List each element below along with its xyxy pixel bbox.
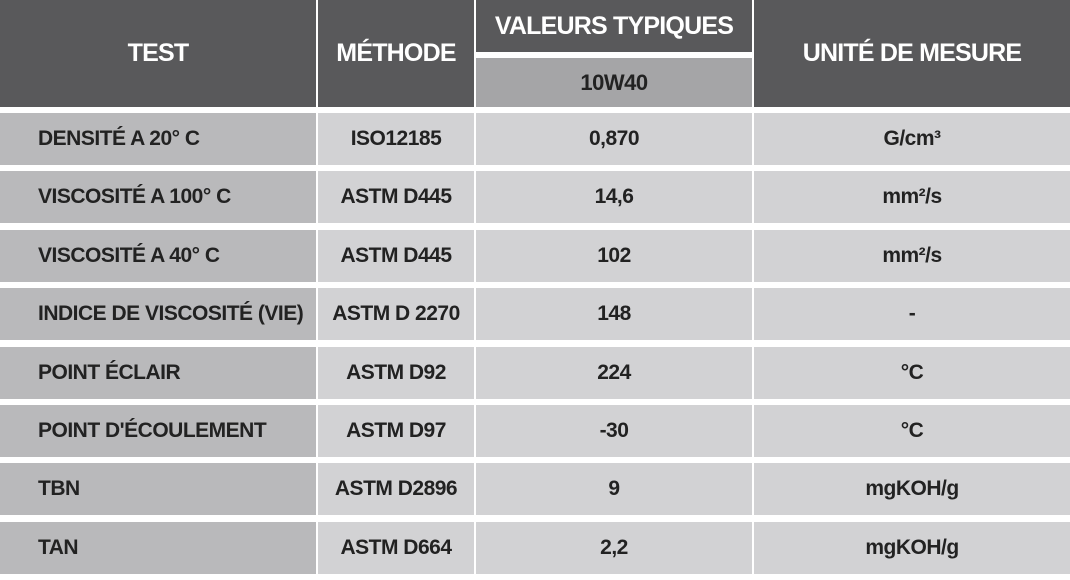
method-cell: ASTM D664 xyxy=(318,521,474,574)
value-cell: 14,6 xyxy=(476,171,752,224)
header-grade: 10W40 xyxy=(476,58,752,107)
test-cell: VISCOSITÉ A 40° C xyxy=(0,229,316,282)
value-cell: 224 xyxy=(476,346,752,399)
test-cell: TBN xyxy=(0,463,316,516)
method-cell: ASTM D445 xyxy=(318,229,474,282)
unit-cell: mgKOH/g xyxy=(754,463,1070,516)
unit-cell: G/cm³ xyxy=(754,113,1070,165)
value-cell: 2,2 xyxy=(476,521,752,574)
method-cell: ASTM D 2270 xyxy=(318,288,474,341)
value-cell: 102 xyxy=(476,229,752,282)
test-cell: DENSITÉ A 20° C xyxy=(0,113,316,165)
method-cell: ASTM D92 xyxy=(318,346,474,399)
unit-cell: mm²/s xyxy=(754,171,1070,224)
test-cell: TAN xyxy=(0,521,316,574)
header-values: VALEURS TYPIQUES xyxy=(476,0,752,52)
test-cell: POINT ÉCLAIR xyxy=(0,346,316,399)
value-cell: 0,870 xyxy=(476,113,752,165)
unit-cell: °C xyxy=(754,405,1070,457)
value-cell: -30 xyxy=(476,405,752,457)
method-cell: ASTM D2896 xyxy=(318,463,474,516)
header-method: MÉTHODE xyxy=(318,0,474,107)
unit-cell: mm²/s xyxy=(754,229,1070,282)
unit-cell: mgKOH/g xyxy=(754,521,1070,574)
header-unit: UNITÉ DE MESURE xyxy=(754,0,1070,107)
test-cell: VISCOSITÉ A 100° C xyxy=(0,171,316,224)
value-cell: 148 xyxy=(476,288,752,341)
header-test: TEST xyxy=(0,0,316,107)
method-cell: ASTM D97 xyxy=(318,405,474,457)
unit-cell: - xyxy=(754,288,1070,341)
method-cell: ISO12185 xyxy=(318,113,474,165)
value-cell: 9 xyxy=(476,463,752,516)
unit-cell: °C xyxy=(754,346,1070,399)
test-cell: POINT D'ÉCOULEMENT xyxy=(0,405,316,457)
method-cell: ASTM D445 xyxy=(318,171,474,224)
test-cell: INDICE DE VISCOSITÉ (VIE) xyxy=(0,288,316,341)
